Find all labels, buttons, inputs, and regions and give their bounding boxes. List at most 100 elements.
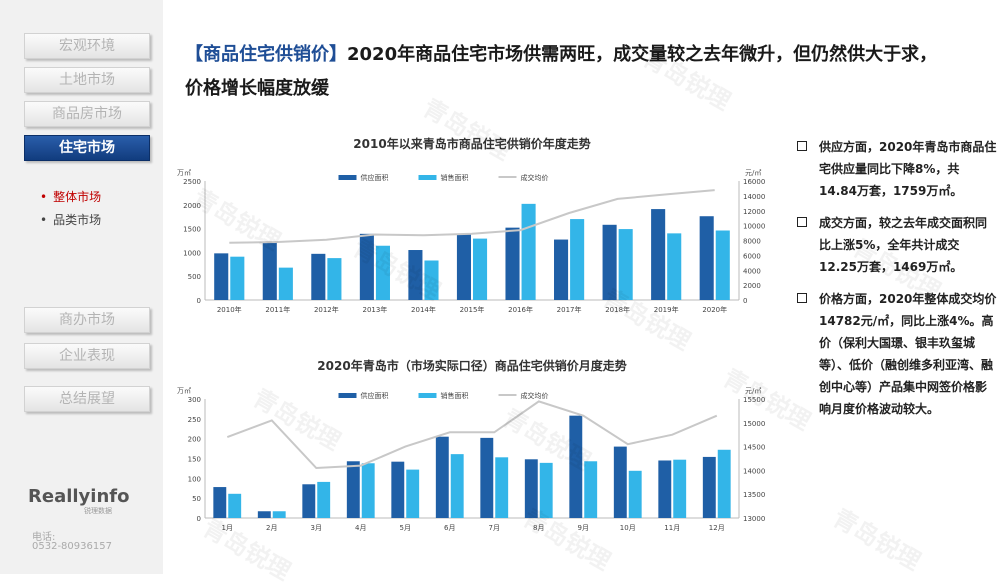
bullet-icon: • (40, 190, 48, 204)
legend-supply-swatch (338, 175, 357, 180)
title-line1: 2020年商品住宅市场供需两旺，成交量较之去年微升，但仍然供大于求， (347, 44, 938, 65)
bar-sales (278, 267, 293, 300)
bar-sales (228, 493, 242, 518)
y2-tick-label: 12000 (743, 208, 765, 216)
y2-tick-label: 0 (743, 297, 747, 305)
bar-sales (717, 449, 731, 518)
y2-tick-label: 14000 (743, 193, 765, 201)
bar-supply (702, 456, 716, 518)
y2-tick-label: 6000 (743, 252, 761, 260)
y-tick-label: 250 (188, 416, 201, 424)
bar-supply (613, 446, 627, 518)
bar-sales (673, 459, 687, 518)
y2-tick-label: 2000 (743, 282, 761, 290)
bar-supply (359, 233, 374, 300)
subnav-category-label: 品类市场 (53, 213, 102, 227)
subnav-overall[interactable]: • 整体市场 (40, 188, 101, 205)
bar-sales (584, 461, 598, 518)
bar-sales (667, 233, 682, 300)
bar-sales (570, 219, 585, 300)
y-axis-unit: 万㎡ (177, 169, 191, 177)
y-tick-label: 300 (188, 396, 201, 404)
bar-sales (317, 481, 331, 518)
bar-supply (480, 437, 494, 518)
chart-title: 2010年以来青岛市商品住宅供销价年度走势 (353, 136, 590, 151)
logo-subtext: 锐理数据 (84, 507, 112, 515)
y-axis-unit: 万㎡ (177, 387, 191, 395)
y-tick-label: 200 (188, 436, 201, 444)
title-line2: 价格增长幅度放缓 (185, 78, 329, 99)
nav-enterprise[interactable]: 企业表现 (24, 343, 150, 369)
y2-tick-label: 14000 (743, 467, 765, 475)
nav-commercial-housing[interactable]: 商品房市场 (24, 101, 150, 127)
bar-supply (651, 209, 666, 300)
bar-sales (406, 469, 420, 518)
bar-supply (602, 224, 617, 300)
y2-tick-label: 15500 (743, 396, 765, 404)
note-supply: 供应方面，2020年青岛市商品住宅供应量同比下降8%，共14.84万套，1759… (797, 136, 997, 202)
y2-tick-label: 13500 (743, 491, 765, 499)
x-tick-label: 2月 (266, 524, 277, 532)
y2-axis-unit: 元/㎡ (745, 387, 761, 395)
x-tick-label: 5月 (400, 524, 411, 532)
nav-summary[interactable]: 总结展望 (24, 386, 150, 412)
nav-macro[interactable]: 宏观环境 (24, 33, 150, 59)
y-tick-label: 0 (197, 515, 201, 523)
bar-supply (391, 461, 405, 518)
x-tick-label: 2018年 (605, 305, 630, 314)
sidebar: 宏观环境 土地市场 商品房市场 住宅市场 • 整体市场 • 品类市场 商办市场 企业… (0, 0, 163, 574)
y-tick-label: 150 (188, 456, 201, 464)
subnav-overall-label: 整体市场 (53, 190, 102, 204)
y-tick-label: 2500 (183, 178, 201, 186)
y-tick-label: 50 (192, 495, 201, 503)
watermark: 青岛锐理 (828, 503, 926, 576)
phone-number: 0532-80936157 (32, 541, 112, 552)
bar-sales (715, 230, 730, 300)
bar-sales (424, 260, 439, 300)
bar-sales (539, 462, 553, 518)
y2-tick-label: 14500 (743, 444, 765, 452)
bar-supply (505, 227, 520, 300)
x-tick-label: 3月 (311, 524, 322, 532)
bar-sales (473, 238, 488, 300)
note-price: 价格方面，2020年整体成交均价14782元/㎡，同比上涨4%。高价（保利大国璟… (797, 288, 997, 420)
y2-tick-label: 10000 (743, 223, 765, 231)
checkbox-icon (797, 217, 807, 227)
x-tick-label: 2010年 (217, 305, 242, 314)
y-tick-label: 2000 (183, 202, 201, 210)
y-tick-label: 1000 (183, 249, 201, 257)
x-tick-label: 8月 (533, 524, 544, 532)
legend-price-label: 成交均价 (521, 391, 549, 400)
y2-tick-label: 16000 (743, 178, 765, 186)
x-tick-label: 2011年 (265, 305, 290, 314)
note-price-text: 价格方面，2020年整体成交均价14782元/㎡，同比上涨4%。高价（保利大国璟… (819, 292, 997, 416)
bar-supply (569, 415, 583, 518)
legend-supply-label: 供应面积 (361, 173, 389, 182)
bar-supply (699, 216, 714, 300)
bar-supply (658, 460, 672, 518)
bar-sales (375, 245, 390, 300)
x-tick-label: 2017年 (557, 305, 582, 314)
bar-supply (257, 511, 271, 518)
y-tick-label: 1500 (183, 226, 201, 234)
bar-sales (450, 454, 464, 518)
legend-supply-label: 供应面积 (361, 391, 389, 400)
x-tick-label: 2012年 (314, 305, 339, 314)
nav-residential[interactable]: 住宅市场 (24, 135, 150, 161)
x-tick-label: 12月 (709, 524, 725, 532)
x-tick-label: 10月 (620, 524, 636, 532)
y2-tick-label: 13000 (743, 515, 765, 523)
bar-supply (311, 253, 326, 300)
bar-sales (628, 470, 642, 518)
logo-text: Reallyinfo (28, 486, 130, 507)
x-tick-label: 2016年 (508, 305, 533, 314)
bar-sales (230, 256, 245, 300)
subnav-category[interactable]: • 品类市场 (40, 211, 101, 228)
nav-land[interactable]: 土地市场 (24, 67, 150, 93)
x-tick-label: 2019年 (654, 305, 679, 314)
y2-tick-label: 8000 (743, 238, 761, 246)
title-tag: 【商品住宅供销价】 (185, 44, 347, 65)
nav-office[interactable]: 商办市场 (24, 307, 150, 333)
